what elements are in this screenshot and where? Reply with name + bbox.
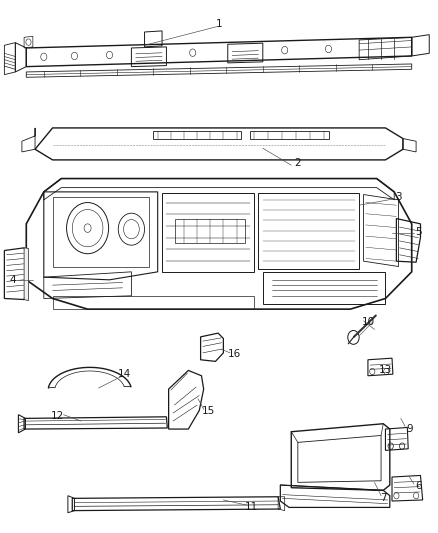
Polygon shape <box>24 248 28 301</box>
Text: 1: 1 <box>215 19 223 29</box>
Text: 9: 9 <box>406 424 413 434</box>
Text: 13: 13 <box>379 366 392 375</box>
Text: 2: 2 <box>294 158 301 167</box>
Text: 4: 4 <box>9 275 16 285</box>
Text: 12: 12 <box>50 411 64 421</box>
Text: 7: 7 <box>380 494 387 503</box>
Text: 3: 3 <box>395 192 402 202</box>
Text: 10: 10 <box>361 318 374 327</box>
Text: 5: 5 <box>415 227 422 237</box>
Text: 15: 15 <box>201 407 215 416</box>
Text: 14: 14 <box>118 369 131 379</box>
Text: 6: 6 <box>415 481 422 491</box>
Text: 16: 16 <box>228 350 241 359</box>
Text: 11: 11 <box>245 503 258 512</box>
